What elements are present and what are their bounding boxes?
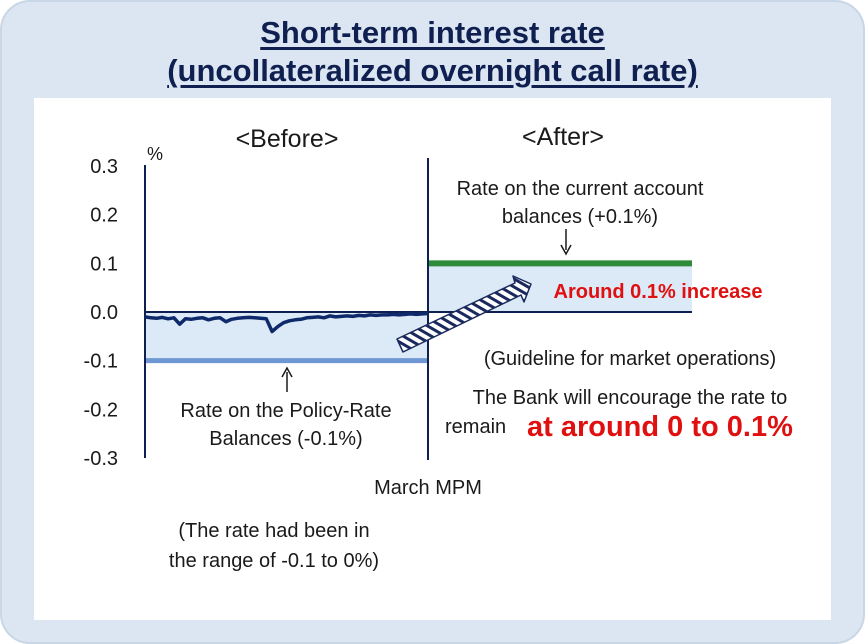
increase-arrow (396, 275, 532, 353)
y-tick-labels: 0.3 0.2 0.1 0.0 -0.1 -0.2 -0.3 (84, 156, 118, 470)
policy-rate-label-2: Balances (-0.1%) (209, 428, 362, 450)
call-rate-line (144, 311, 429, 334)
encourage-label-1: The Bank will encourage the rate to (473, 387, 788, 409)
y-tick-label: 0.0 (90, 302, 118, 324)
series-layer (144, 311, 429, 334)
encourage-label-2-prefix: remain (445, 416, 506, 438)
axes (144, 158, 429, 460)
after-label: <After> (522, 123, 604, 151)
page-title: Short-term interest rate (uncollateraliz… (0, 14, 865, 90)
y-tick-label: -0.1 (84, 351, 118, 373)
guideline-label: (Guideline for market operations) (484, 348, 776, 370)
y-tick-label: 0.2 (90, 205, 118, 227)
current-account-arrow (560, 229, 572, 256)
range-note-2: the range of -0.1 to 0%) (169, 550, 379, 572)
y-tick-label: -0.3 (84, 448, 118, 470)
y-tick-label: 0.1 (90, 253, 118, 275)
increase-label: Around 0.1% increase (554, 281, 763, 303)
y-unit-label: % (147, 144, 163, 164)
x-axis-label: March MPM (374, 477, 482, 499)
title-line-2: (uncollateralized overnight call rate) (167, 53, 698, 88)
current-account-label-2: balances (+0.1%) (502, 206, 658, 228)
y-tick-label: -0.2 (84, 399, 118, 421)
current-account-label-1: Rate on the current account (457, 178, 704, 200)
title-line-1: Short-term interest rate (260, 15, 605, 50)
y-tick-label: 0.3 (90, 156, 118, 178)
policy-rate-label-1: Rate on the Policy-Rate (180, 400, 391, 422)
encourage-label-2-emph: at around 0 to 0.1% (527, 411, 793, 443)
range-note-1: (The rate had been in (178, 520, 369, 542)
before-label: <Before> (236, 125, 339, 153)
policy-rate-arrow (281, 366, 293, 392)
